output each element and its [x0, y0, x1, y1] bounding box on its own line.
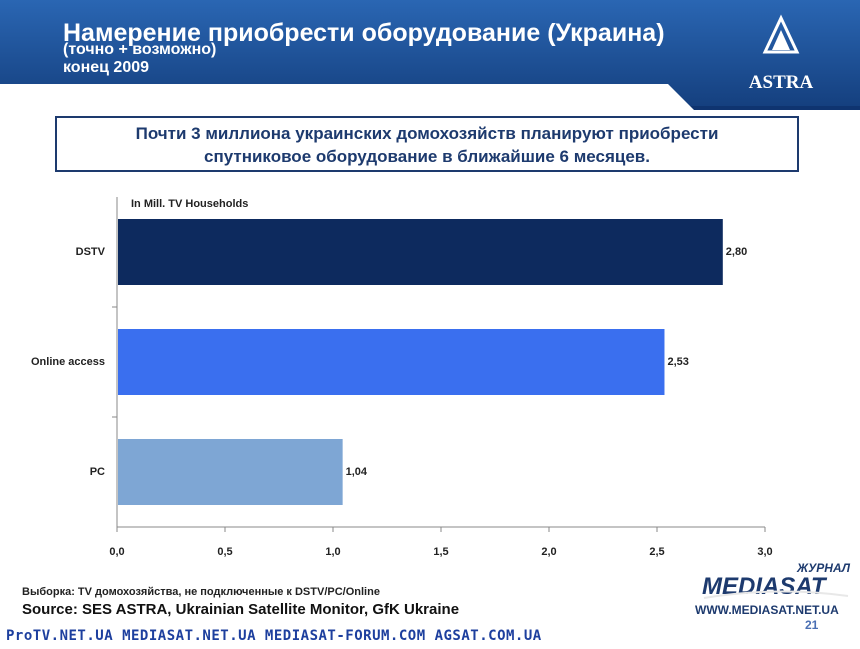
category-label: Online access: [31, 356, 105, 368]
astra-logo-text: ASTRA: [749, 72, 814, 93]
bar-dstv: [118, 219, 723, 285]
footer-links[interactable]: ProTV.NET.UA MEDIASAT.NET.UA MEDIASAT-FO…: [6, 628, 542, 644]
bar-value-label: 2,53: [667, 356, 688, 368]
bar-chart: In Mill. TV Households 2,80 DSTV 2,53 Onlin…: [31, 197, 773, 558]
source-note: Source: SES ASTRA, Ukrainian Satellite M…: [22, 601, 460, 618]
page-date: конец 2009: [63, 59, 150, 76]
mediasat-swoosh-icon: [703, 590, 849, 599]
bar-value-label: 2,80: [726, 246, 747, 258]
header-background: ASTRA: [0, 0, 860, 110]
mediasat-logo-small: ЖУРНАЛ: [796, 561, 851, 575]
bar-value-label: 1,04: [346, 466, 368, 478]
category-label: PC: [90, 466, 105, 478]
mediasat-logo: ЖУРНАЛ MEDIASAT: [702, 561, 851, 600]
x-tick-label: 0,0: [109, 546, 124, 558]
page-title: Намерение приобрести оборудование (Украи…: [63, 19, 665, 47]
callout-box: Почти 3 миллиона украинских домохозяйств…: [55, 116, 799, 172]
x-tick-label: 0,5: [217, 546, 232, 558]
x-tick-label: 1,0: [325, 546, 340, 558]
bar-pc: [118, 439, 343, 505]
x-tick-label: 1,5: [433, 546, 448, 558]
page-number: 21: [805, 618, 819, 632]
callout-line-2: спутниковое оборудование в ближайшие 6 м…: [203, 147, 650, 166]
callout-line-1: Почти 3 миллиона украинских домохозяйств…: [135, 124, 719, 143]
sample-footnote: Выборка: TV домохозяйства, не подключенн…: [22, 586, 380, 598]
bar-online-access: [118, 329, 665, 395]
astra-logo-icon: ASTRA: [749, 14, 814, 93]
mediasat-url: WWW.MEDIASAT.NET.UA: [695, 603, 839, 617]
x-tick-label: 2,5: [649, 546, 664, 558]
category-label: DSTV: [76, 246, 106, 258]
chart-unit-label: In Mill. TV Households: [131, 198, 248, 210]
x-tick-label: 3,0: [757, 546, 772, 558]
x-tick-label: 2,0: [541, 546, 556, 558]
page-subtitle: (точно + возможно): [63, 41, 217, 58]
header-banner: ASTRA Намерение приобрести оборудование …: [0, 0, 860, 110]
